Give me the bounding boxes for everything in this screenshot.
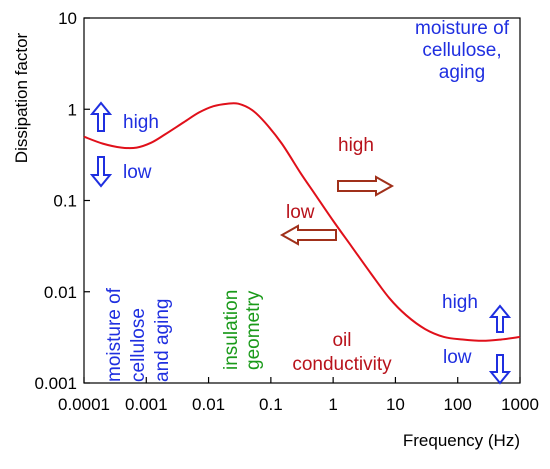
annotation-low-mid: low [286,202,315,223]
annotation-line: conductivity [292,354,392,375]
y-tick-label: 10 [58,9,77,28]
x-tick-label: 100 [444,395,472,414]
y-tick-label: 0.001 [34,374,77,393]
annotation-line: and aging [152,299,173,382]
annotation-insulation: insulationgeometry [221,290,264,370]
annotation-high-right: high [442,292,478,313]
arrow-up-icon [488,304,512,333]
series-layer [83,102,521,342]
annotation-high-left: high [123,112,159,133]
y-tick-label: 1 [68,100,77,119]
arrow-right-icon [337,175,395,197]
annotation-line: insulation [221,290,242,370]
y-tick-label: 0.1 [53,192,77,211]
annotation-low-left: low [123,162,152,183]
arrow-down-icon [488,354,512,385]
plot-area [83,17,521,384]
annotation-line: oil [332,330,351,351]
annotation-line: moisture of [104,287,125,382]
arrow-up-icon [89,101,113,132]
y-axis: 0.001 0.01 0.1 1 10 [34,9,90,393]
x-tick-label: 0.1 [259,395,283,414]
annotation-low-right: low [443,347,472,368]
annotation-line: cellulose [128,308,149,382]
annotation-moisture-top: moisture of cellulose, aging [415,18,510,83]
x-axis-title: Frequency (Hz) [403,431,520,450]
x-tick-label: 0.0001 [58,395,110,414]
x-tick-label: 10 [386,395,405,414]
x-tick-label: 0.001 [125,395,168,414]
arrow-down-icon [89,156,113,188]
annotation-line: moisture of [415,18,510,39]
arrow-left-icon [279,224,337,246]
annotation-oil: oil conductivity [292,330,392,375]
y-axis-title: Dissipation factor [12,32,31,163]
annotation-high-mid: high [338,135,374,156]
annotation-line: geometry [243,290,264,370]
x-tick-label: 1000 [501,395,539,414]
x-axis: 0.0001 0.001 0.01 0.1 1 10 100 1000 [58,377,539,414]
annotations: moisture of cellulose, aginghighlowhighlow… [89,18,512,385]
dissipation-curve [83,102,521,342]
annotation-moisture-rot: moisture of cellulose and aging [104,287,173,382]
annotation-line: aging [439,62,486,83]
y-tick-label: 0.01 [44,283,77,302]
x-tick-label: 1 [328,395,337,414]
x-tick-label: 0.01 [192,395,225,414]
annotation-line: cellulose, [422,40,501,61]
